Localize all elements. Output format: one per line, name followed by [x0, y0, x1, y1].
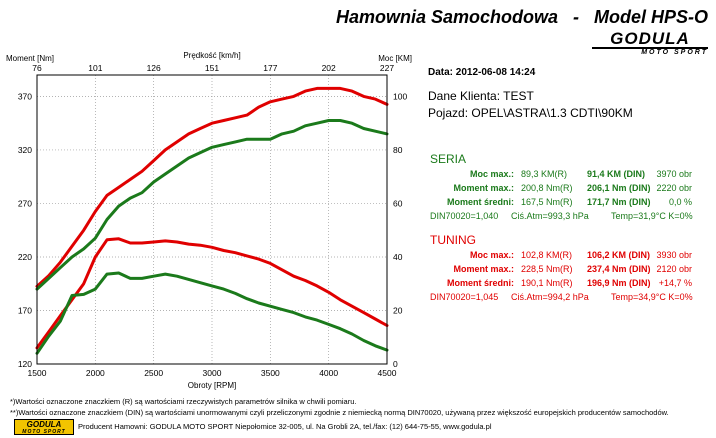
y-left-tick-label: 370 — [18, 91, 32, 101]
y-right-tick-label: 0 — [393, 359, 398, 369]
tuning-power-label: Moc max.: — [469, 250, 514, 260]
logo-brand: GODULA — [610, 29, 690, 48]
tuning-moment-curve — [35, 237, 389, 350]
seria-torque-label: Moment max.: — [453, 183, 514, 193]
y-right-tick-label: 80 — [393, 145, 403, 155]
tuning-avg-din: 196,9 Nm (DIN) — [587, 278, 651, 288]
seria-din-factor: DIN70020=1,040 — [430, 211, 499, 221]
seria-avg-real: 167,5 Nm(R) — [521, 197, 573, 207]
top-tick-label: 227 — [380, 63, 394, 73]
y-right-tick-label: 40 — [393, 252, 403, 262]
seria-avg-gain: 0,0 % — [668, 197, 692, 207]
tuning-power-din: 106,2 KM (DIN) — [587, 250, 651, 260]
tuning-torque-din: 237,4 Nm (DIN) — [587, 264, 651, 274]
seria-torque-rpm: 2220 obr — [656, 183, 692, 193]
y-left-axis-label: Moment [Nm] — [6, 54, 54, 63]
y-right-tick-label: 20 — [393, 305, 403, 315]
chart-axes: 1500 2000 2500 3000 3500 4000 4500 120 170 220 270… — [6, 51, 412, 390]
tuning-avg-gain: +14,7 % — [658, 278, 692, 288]
top-tick-label: 101 — [88, 63, 102, 73]
seria-pressure: Ciś.Atm=993,3 hPa — [511, 211, 589, 221]
y-right-tick-label: 60 — [393, 198, 403, 208]
seria-title: SERIA — [430, 152, 467, 166]
top-tick-label: 151 — [205, 63, 219, 73]
x-tick-label: 1500 — [28, 368, 47, 378]
seria-avg-label: Moment średni: — [446, 197, 514, 207]
seria-torque-din: 206,1 Nm (DIN) — [587, 183, 651, 193]
tuning-torque-label: Moment max.: — [453, 264, 514, 274]
top-tick-label: 177 — [263, 63, 277, 73]
tuning-avg-label: Moment średni: — [446, 278, 514, 288]
tuning-avg-real: 190,1 Nm(R) — [521, 278, 573, 288]
x-axis-label: Obroty [RPM] — [188, 381, 236, 390]
y-right-axis-label: Moc [KM] — [378, 54, 412, 63]
x-tick-label: 4000 — [319, 368, 338, 378]
seria-power-label: Moc max.: — [469, 169, 514, 179]
report-title: Hamownia Samochodowa - Model HPS-O — [335, 7, 708, 27]
chart-grid — [36, 75, 388, 365]
tuning-torque-real: 228,5 Nm(R) — [521, 264, 573, 274]
vehicle-name: Pojazd: OPEL\ASTRA\1.3 CDTI\90KM — [428, 106, 633, 120]
top-tick-label: 126 — [147, 63, 161, 73]
y-left-tick-label: 220 — [18, 252, 32, 262]
tuning-title: TUNING — [430, 233, 476, 247]
plot-frame — [36, 74, 388, 365]
seria-temp: Temp=31,9°C K=0% — [611, 211, 693, 221]
top-axis-label: Prędkość [km/h] — [183, 51, 240, 60]
footer-logo-brand: GODULA — [26, 420, 62, 429]
dyno-chart: 1500 2000 2500 3000 3500 4000 4500 120 170 220 270… — [6, 51, 412, 390]
x-tick-label: 2000 — [86, 368, 105, 378]
y-left-tick-label: 270 — [18, 198, 32, 208]
seria-torque-real: 200,8 Nm(R) — [521, 183, 573, 193]
top-tick-label: 76 — [32, 63, 42, 73]
producer-info: Producent Hamowni: GODULA MOTO SPORT Nie… — [78, 422, 492, 431]
tuning-power-rpm: 3930 obr — [656, 250, 692, 260]
footer-logo-subtitle: MOTO SPORT — [22, 429, 66, 435]
footer-logo: GODULA MOTO SPORT — [14, 419, 74, 435]
tuning-din-factor: DIN70020=1,045 — [430, 292, 499, 302]
tuning-pressure: Ciś.Atm=994,2 hPa — [511, 292, 589, 302]
seria-power-rpm: 3970 obr — [656, 169, 692, 179]
x-tick-label: 4500 — [378, 368, 397, 378]
tuning-power-real: 102,8 KM(R) — [521, 250, 573, 260]
y-left-tick-label: 120 — [18, 359, 32, 369]
seria-power-real: 89,3 KM(R) — [521, 169, 568, 179]
footnote-real-values: *)Wartości oznaczone znaczkiem (R) są wa… — [10, 397, 357, 406]
chart-series — [35, 86, 389, 355]
tuning-moc-curve — [35, 86, 389, 288]
y-left-tick-label: 320 — [18, 145, 32, 155]
x-tick-label: 2500 — [144, 368, 163, 378]
x-tick-label: 3500 — [261, 368, 280, 378]
logo-divider — [592, 47, 708, 49]
measurement-date: Data: 2012-06-08 14:24 — [428, 67, 536, 78]
seria-avg-din: 171,7 Nm (DIN) — [587, 197, 651, 207]
y-left-tick-label: 170 — [18, 305, 32, 315]
top-tick-label: 202 — [322, 63, 336, 73]
client-name: Dane Klienta: TEST — [428, 89, 534, 103]
tuning-temp: Temp=34,9°C K=0% — [611, 292, 693, 302]
logo-subtitle: MOTO SPORT — [641, 49, 708, 56]
seria-power-din: 91,4 KM (DIN) — [587, 169, 646, 179]
tuning-torque-rpm: 2120 obr — [656, 264, 692, 274]
seria-moment-curve — [35, 271, 389, 355]
x-tick-label: 3000 — [203, 368, 222, 378]
footnote-din-values: **)Wartości oznaczone znaczkiem (DIN) są… — [10, 408, 669, 417]
seria-moc-curve — [35, 119, 389, 291]
y-right-tick-label: 100 — [393, 91, 407, 101]
godula-logo: GODULA MOTO SPORT — [592, 30, 708, 56]
